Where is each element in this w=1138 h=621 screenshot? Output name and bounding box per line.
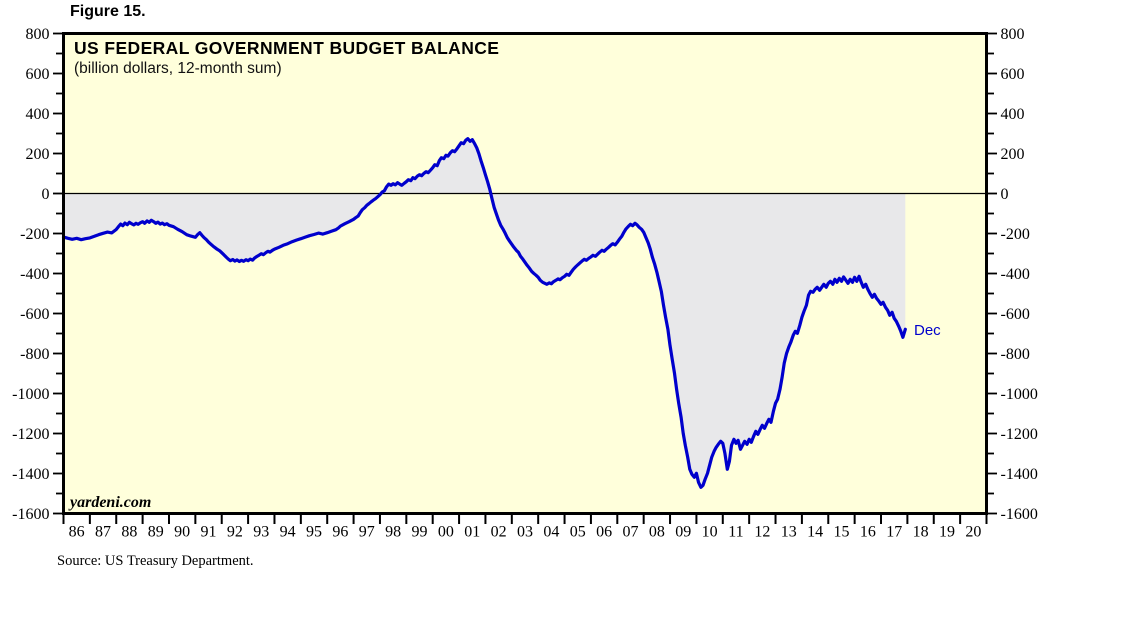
x-axis-year-label: 05 — [570, 524, 586, 541]
series-end-label-dec: Dec — [914, 322, 941, 339]
y-axis-label-right: 600 — [1001, 66, 1025, 83]
figure-label: Figure 15. — [70, 3, 146, 20]
shaded-area — [63, 138, 906, 488]
x-axis-year-label: 20 — [965, 524, 981, 541]
y-axis-label-left: -1400 — [12, 466, 49, 483]
y-axis-label-right: 400 — [1001, 106, 1025, 123]
y-axis-label-left: -600 — [20, 306, 49, 323]
x-axis-year-label: 11 — [728, 524, 743, 541]
x-axis-year-label: 88 — [121, 524, 137, 541]
y-axis-label-left: 400 — [26, 106, 50, 123]
y-axis-label-right: -1600 — [1001, 506, 1038, 523]
x-axis-year-label: 91 — [201, 524, 217, 541]
y-axis-label-left: -1000 — [12, 386, 49, 403]
x-axis-year-label: 96 — [332, 524, 348, 541]
y-axis-label-right: -400 — [1001, 266, 1030, 283]
y-axis-label-right: 200 — [1001, 146, 1025, 163]
x-axis-year-label: 93 — [253, 524, 269, 541]
x-axis-year-label: 94 — [280, 524, 296, 541]
y-axis-label-left: -200 — [20, 226, 49, 243]
plot-frame — [62, 32, 988, 515]
y-axis-label-left: 800 — [26, 26, 50, 43]
y-axis-label-right: -200 — [1001, 226, 1030, 243]
x-axis-year-label: 89 — [148, 524, 164, 541]
x-axis-year-label: 01 — [464, 524, 480, 541]
x-axis-year-label: 08 — [649, 524, 665, 541]
y-axis-label-left: -800 — [20, 346, 49, 363]
source-note: Source: US Treasury Department. — [57, 553, 254, 569]
x-axis-year-label: 00 — [438, 524, 454, 541]
y-axis-label-right: 800 — [1001, 26, 1025, 43]
x-axis-year-label: 87 — [95, 524, 111, 541]
x-axis-year-label: 06 — [596, 524, 612, 541]
x-axis-year-label: 97 — [359, 524, 375, 541]
y-axis-label-left: 0 — [42, 186, 50, 203]
x-axis-year-label: 95 — [306, 524, 322, 541]
x-axis-year-label: 10 — [702, 524, 718, 541]
x-axis-year-label: 14 — [807, 524, 823, 541]
x-axis-year-label: 92 — [227, 524, 243, 541]
x-axis-year-label: 98 — [385, 524, 401, 541]
y-axis-label-left: 200 — [26, 146, 50, 163]
y-axis-label-right: -1000 — [1001, 386, 1038, 403]
x-axis-year-label: 04 — [543, 524, 559, 541]
x-axis-year-label: 09 — [675, 524, 691, 541]
y-axis-label-right: -1400 — [1001, 466, 1038, 483]
x-axis-year-label: 90 — [174, 524, 190, 541]
y-axis-label-right: -800 — [1001, 346, 1030, 363]
x-axis-year-label: 15 — [833, 524, 849, 541]
x-axis-year-label: 86 — [69, 524, 85, 541]
y-axis-label-left: -1600 — [12, 506, 49, 523]
x-axis-year-label: 17 — [886, 524, 902, 541]
budget-balance-line — [61, 137, 907, 489]
y-axis-label-left: -400 — [20, 266, 49, 283]
y-axis-label-right: 0 — [1001, 186, 1009, 203]
x-axis-year-label: 12 — [754, 524, 770, 541]
x-axis-year-label: 99 — [412, 524, 428, 541]
x-axis-year-label: 16 — [860, 524, 876, 541]
x-axis-year-label: 18 — [913, 524, 929, 541]
x-axis-year-label: 19 — [939, 524, 955, 541]
chart-title: US FEDERAL GOVERNMENT BUDGET BALANCE — [74, 38, 500, 58]
x-axis-year-label: 07 — [622, 524, 638, 541]
y-axis-label-right: -1200 — [1001, 426, 1038, 443]
y-axis-label-left: 600 — [26, 66, 50, 83]
watermark-yardeni: yardeni.com — [70, 494, 152, 511]
chart-subtitle: (billion dollars, 12-month sum) — [74, 60, 282, 77]
x-axis-year-label: 02 — [491, 524, 507, 541]
y-axis-label-right: -600 — [1001, 306, 1030, 323]
x-axis-year-label: 03 — [517, 524, 533, 541]
y-axis-label-left: -1200 — [12, 426, 49, 443]
x-axis-year-label: 13 — [781, 524, 797, 541]
